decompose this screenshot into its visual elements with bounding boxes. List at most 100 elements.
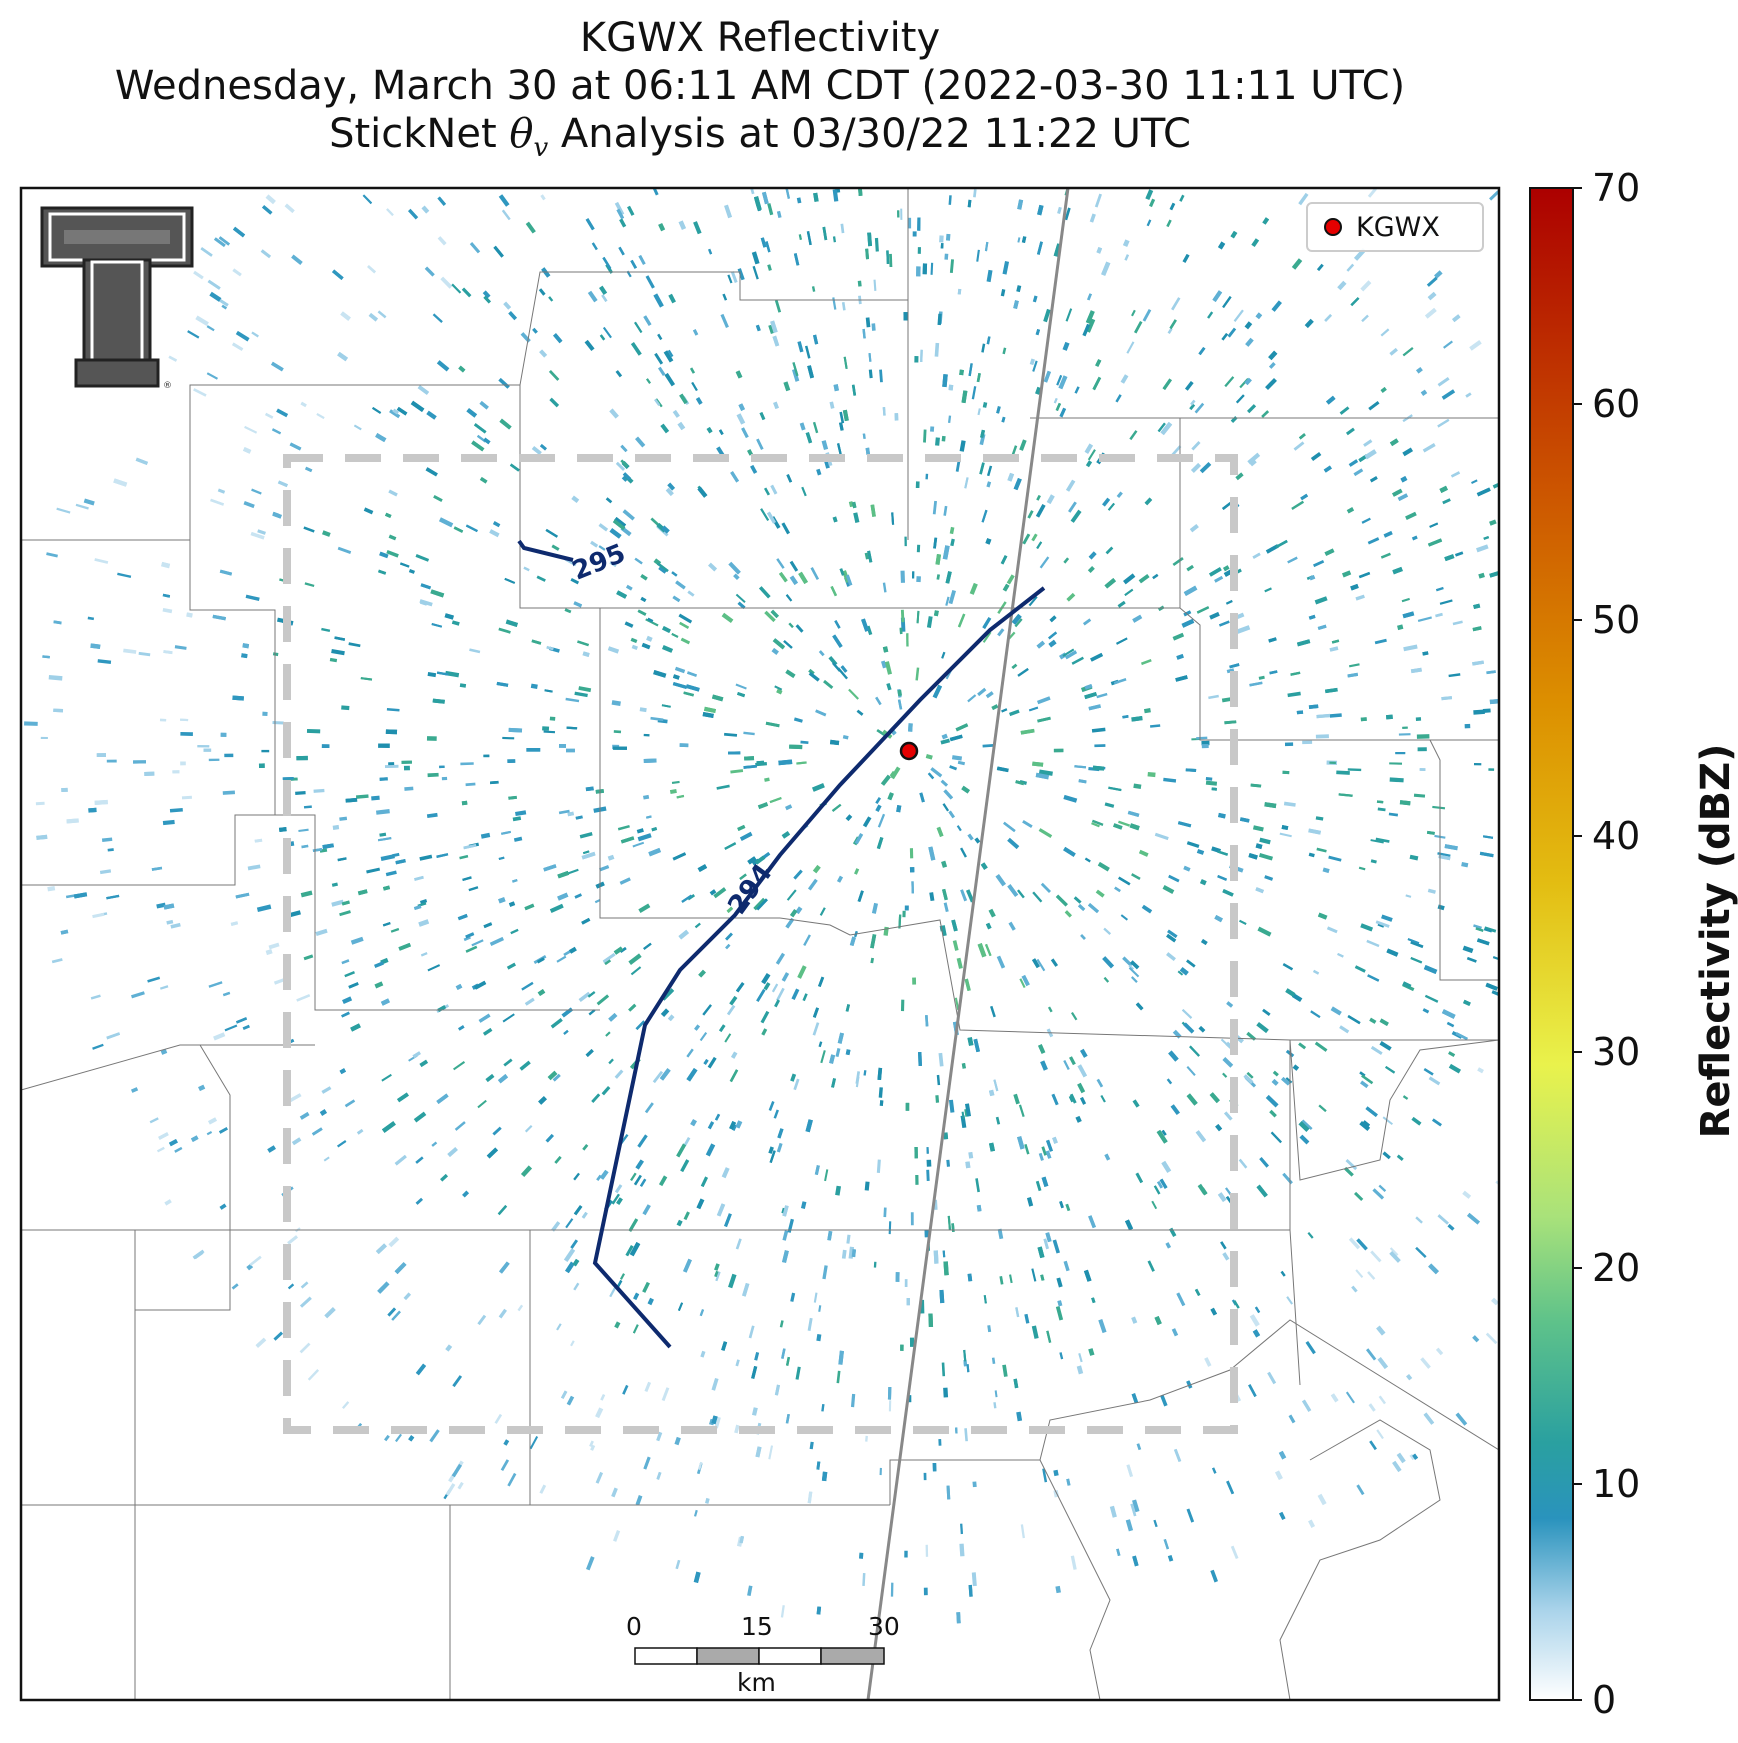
reflectivity-gate (94, 558, 109, 564)
reflectivity-gate (186, 612, 193, 618)
reflectivity-gate (444, 613, 454, 620)
reflectivity-gate (756, 988, 766, 1002)
reflectivity-gate (985, 538, 992, 545)
reflectivity-gate (1380, 328, 1390, 337)
reflectivity-gate (1009, 1274, 1013, 1284)
reflectivity-gate (1135, 1002, 1144, 1011)
reflectivity-gate (1345, 1391, 1355, 1404)
reflectivity-gate (492, 521, 501, 528)
reflectivity-gate (166, 919, 174, 925)
reflectivity-gate (498, 1308, 507, 1319)
reflectivity-gate (284, 203, 295, 214)
reflectivity-gate (1209, 611, 1220, 620)
reflectivity-gate (1032, 891, 1043, 903)
reflectivity-gate (1214, 575, 1224, 583)
reflectivity-gate (622, 1384, 629, 1395)
reflectivity-gate (1272, 1070, 1279, 1077)
reflectivity-gate (1080, 933, 1086, 941)
reflectivity-gate (1424, 994, 1439, 1003)
reflectivity-gate (840, 665, 848, 673)
reflectivity-gate (1360, 280, 1372, 292)
reflectivity-gate (1176, 1292, 1186, 1307)
reflectivity-gate (747, 856, 757, 865)
reflectivity-gate (620, 459, 629, 468)
reflectivity-gate (1122, 715, 1129, 719)
reflectivity-gate (563, 1029, 569, 1035)
reflectivity-gate (747, 449, 753, 456)
reflectivity-gate (636, 828, 644, 834)
reflectivity-gate (926, 1159, 932, 1167)
reflectivity-gate (726, 906, 734, 913)
reflectivity-gate (699, 1032, 708, 1042)
reflectivity-gate (976, 249, 980, 262)
reflectivity-gate (331, 882, 338, 887)
reflectivity-gate (106, 1032, 121, 1040)
reflectivity-gate (1219, 620, 1230, 627)
reflectivity-gate (659, 1068, 671, 1081)
reflectivity-gate (832, 297, 837, 310)
reflectivity-gate (768, 1445, 774, 1460)
reflectivity-gate (1455, 1032, 1468, 1041)
reflectivity-gate (730, 769, 744, 774)
reflectivity-gate (1196, 606, 1210, 614)
reflectivity-gate (1047, 1006, 1053, 1013)
reflectivity-gate (1087, 903, 1100, 914)
reflectivity-gate (502, 736, 515, 740)
reflectivity-gate (181, 795, 192, 800)
reflectivity-gate (735, 593, 746, 604)
reflectivity-gate (691, 381, 698, 392)
reflectivity-gate (1052, 1239, 1060, 1254)
reflectivity-gate (876, 1159, 881, 1173)
reflectivity-gate (1071, 656, 1084, 665)
reflectivity-gate (1136, 1443, 1142, 1451)
reflectivity-gate (951, 755, 963, 761)
reflectivity-gate (1298, 433, 1306, 440)
reflectivity-gate (193, 1250, 204, 1260)
reflectivity-gate (1248, 1384, 1257, 1397)
reflectivity-gate (368, 312, 379, 322)
reflectivity-gate (704, 1497, 710, 1504)
reflectivity-gate (1217, 1192, 1227, 1203)
reflectivity-gate (1031, 533, 1038, 542)
reflectivity-gate (965, 1161, 971, 1169)
reflectivity-gate (751, 1407, 758, 1416)
reflectivity-gate (298, 828, 309, 833)
reflectivity-gate (437, 196, 447, 206)
reflectivity-gate (638, 903, 651, 914)
reflectivity-gate (679, 393, 688, 405)
reflectivity-gate (404, 786, 414, 791)
reflectivity-gate (1120, 374, 1129, 384)
reflectivity-gate (1313, 559, 1325, 568)
reflectivity-gate (232, 226, 246, 238)
reflectivity-gate (1117, 600, 1126, 608)
reflectivity-gate (891, 512, 895, 525)
reflectivity-gate (163, 903, 175, 910)
reflectivity-gate (538, 1096, 547, 1105)
reflectivity-gate (397, 1092, 409, 1103)
reflectivity-gate (722, 293, 728, 301)
reflectivity-gate (206, 372, 218, 380)
reflectivity-gate (531, 639, 542, 645)
reflectivity-gate (854, 833, 864, 845)
reflectivity-gate (133, 760, 147, 764)
reflectivity-gate (948, 195, 952, 205)
reflectivity-gate (809, 1441, 814, 1450)
reflectivity-gate (647, 617, 654, 623)
reflectivity-gate (1369, 1017, 1377, 1024)
reflectivity-gate (793, 253, 800, 266)
reflectivity-gate (1143, 708, 1151, 714)
reflectivity-gate (793, 1078, 800, 1091)
reflectivity-gate (483, 295, 491, 304)
reflectivity-gate (936, 1074, 941, 1086)
contour-line-295 (517, 539, 574, 562)
reflectivity-gate (936, 574, 941, 580)
reflectivity-gate (371, 795, 380, 801)
reflectivity-gate (1069, 1093, 1077, 1104)
reflectivity-gate (785, 188, 791, 199)
reflectivity-gate (482, 290, 491, 299)
reflectivity-gate (915, 481, 920, 489)
reflectivity-gate (857, 280, 862, 287)
reflectivity-gate (635, 436, 646, 448)
reflectivity-gate (427, 772, 439, 778)
reflectivity-gate (959, 369, 964, 376)
